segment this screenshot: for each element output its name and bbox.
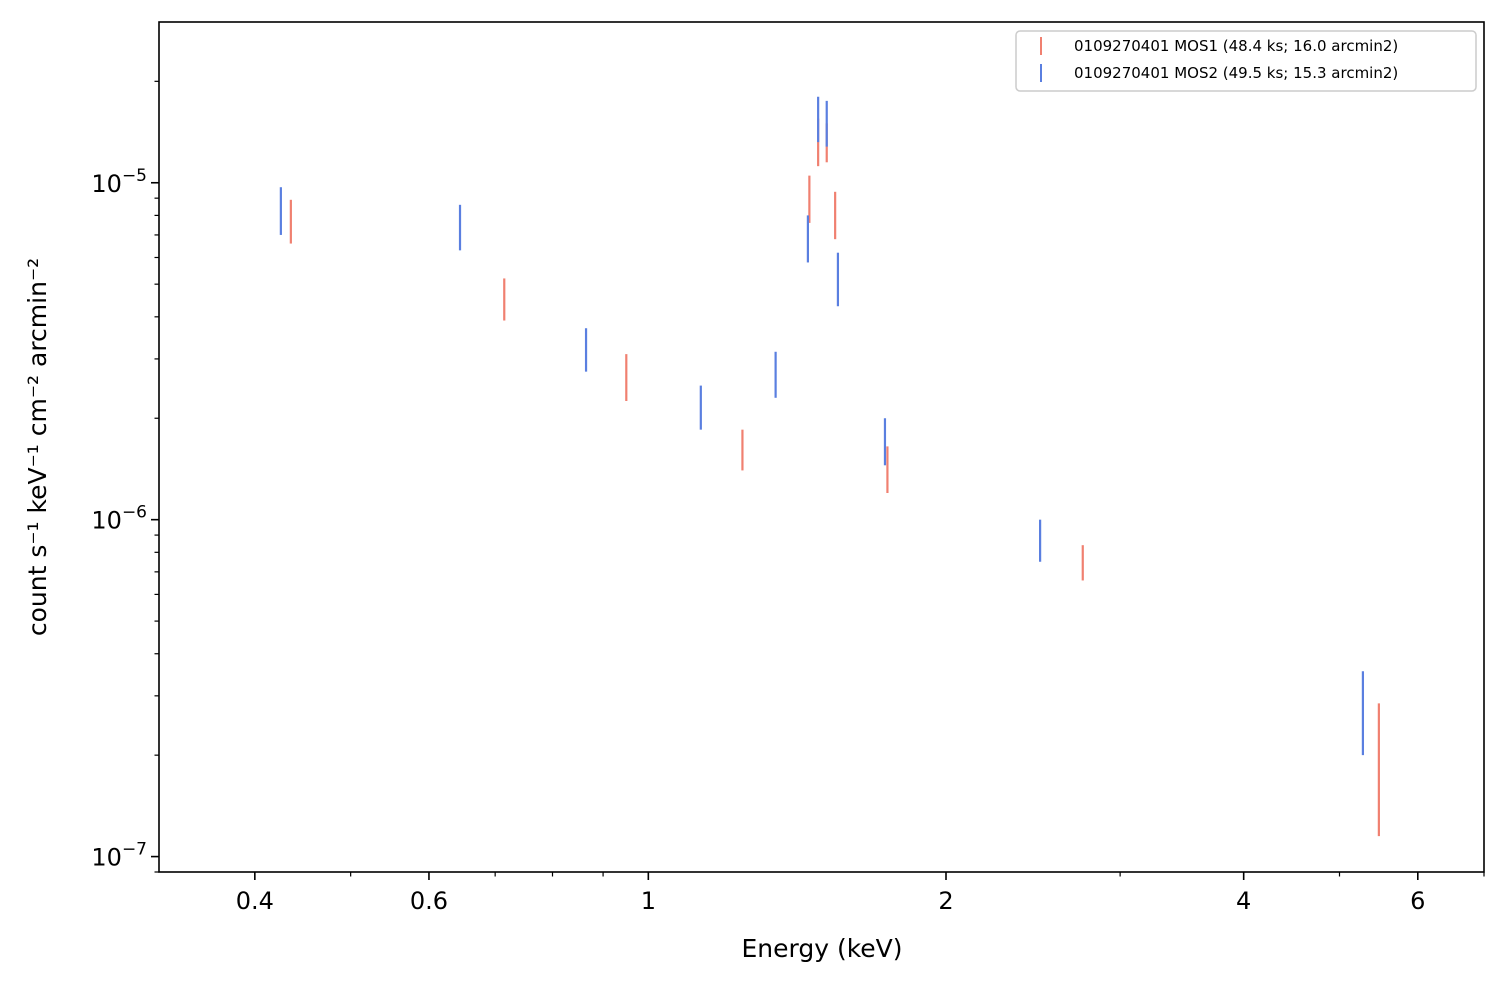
legend-frame bbox=[1015, 30, 1477, 92]
plot-frame bbox=[158, 21, 1485, 873]
y-tick-label: 10−7 bbox=[91, 840, 147, 872]
legend-label-mos1: 0109270401 MOS1 (48.4 ks; 16.0 arcmin2) bbox=[1074, 37, 1398, 55]
x-tick-label: 6 bbox=[1410, 887, 1425, 915]
series-2 bbox=[279, 96, 1365, 756]
y-axis-ticks: 10−7 10−6 10−5 bbox=[91, 80, 159, 873]
x-tick-label: 4 bbox=[1236, 887, 1251, 915]
legend-label-mos2: 0109270401 MOS2 (49.5 ks; 15.3 arcmin2) bbox=[1074, 64, 1398, 82]
legend: 0109270401 MOS1 (48.4 ks; 16.0 arcmin2) … bbox=[1015, 30, 1477, 92]
x-tick-label: 0.4 bbox=[236, 887, 274, 915]
x-axis-ticks: 0.4 0.6 1 2 4 6 bbox=[236, 872, 1485, 915]
y-axis-label: count s⁻¹ keV⁻¹ cm⁻² arcmin⁻² bbox=[23, 258, 52, 636]
plot-background bbox=[159, 22, 1484, 872]
x-tick-label: 2 bbox=[938, 887, 953, 915]
x-axis-label: Energy (keV) bbox=[741, 934, 902, 963]
series-layer bbox=[279, 96, 1380, 837]
x-tick-label: 0.6 bbox=[410, 887, 448, 915]
x-tick-label: 1 bbox=[641, 887, 656, 915]
y-tick-label: 10−6 bbox=[91, 503, 147, 535]
y-tick-label: 10−5 bbox=[91, 166, 147, 198]
